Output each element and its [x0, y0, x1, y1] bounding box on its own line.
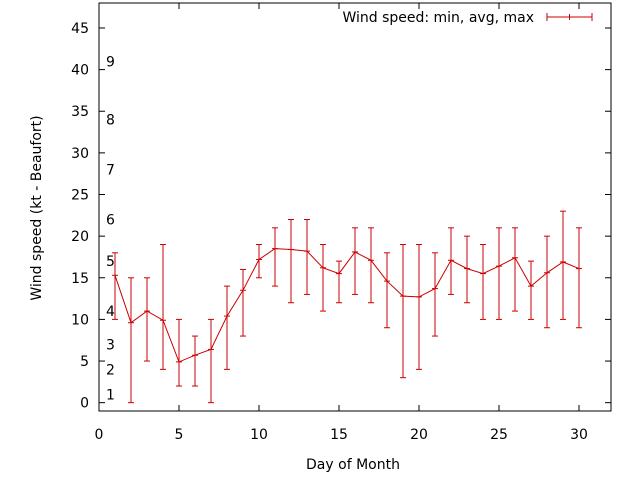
x-tick-label: 10	[250, 427, 268, 443]
beaufort-label: 2	[106, 362, 115, 378]
legend: Wind speed: min, avg, max	[342, 10, 593, 26]
x-tick-label: 0	[95, 427, 104, 443]
y-tick-label: 45	[71, 21, 89, 37]
beaufort-label: 5	[106, 254, 115, 270]
y-tick-label: 15	[71, 271, 89, 287]
plot-border	[98, 2, 612, 412]
beaufort-label: 9	[106, 54, 115, 70]
y-tick-label: 5	[80, 354, 89, 370]
beaufort-label: 8	[106, 113, 115, 129]
y-tick-label: 25	[71, 188, 89, 204]
x-tick-label: 5	[175, 427, 184, 443]
beaufort-label: 1	[106, 387, 115, 403]
y-tick-label: 20	[71, 229, 89, 245]
x-tick-label: 20	[410, 427, 428, 443]
series-wind-speed	[112, 210, 582, 404]
y-tick-label: 10	[71, 312, 89, 328]
y-axis-label: Wind speed (kt - Beaufort)	[29, 115, 45, 300]
series-line-avg	[114, 248, 580, 363]
beaufort-label: 7	[106, 163, 115, 179]
beaufort-label: 4	[106, 304, 115, 320]
beaufort-label: 3	[106, 337, 115, 353]
legend-label-wind-speed: Wind speed: min, avg, max	[342, 10, 534, 26]
plot-frame	[98, 2, 612, 412]
beaufort-label: 6	[106, 212, 115, 228]
y-tick-label: 40	[71, 63, 89, 79]
x-tick-label: 30	[570, 427, 588, 443]
x-tick-label: 15	[330, 427, 348, 443]
y-tick-label: 30	[71, 146, 89, 162]
x-tick-label: 25	[490, 427, 508, 443]
beaufort-labels: 1 2 3 4 5 6 7 8 9	[106, 54, 115, 403]
x-axis-label: Day of Month	[306, 457, 400, 473]
y-tick-label: 35	[71, 104, 89, 120]
y-tick-label: 0	[80, 396, 89, 412]
